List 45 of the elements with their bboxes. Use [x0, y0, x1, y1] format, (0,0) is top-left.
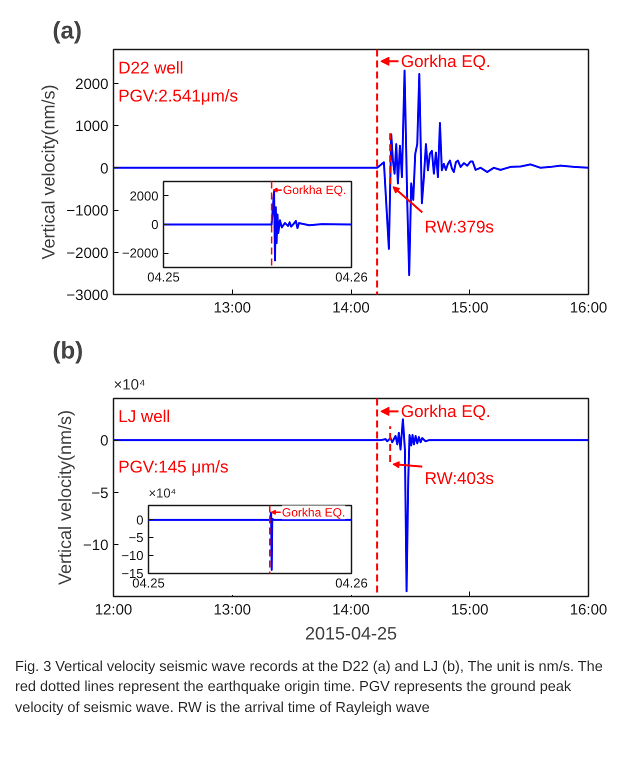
- x-tick-label: 15:00: [450, 602, 489, 618]
- y-axis-title: Vertical velocity(nm/s): [55, 410, 76, 586]
- ref-line-label: Gorkha EQ.: [282, 505, 346, 520]
- ref-line-label: Gorkha EQ.: [400, 52, 491, 71]
- y-tick-label: −3000: [66, 287, 109, 304]
- x-tick-label: 04.26: [335, 270, 368, 284]
- y-tick-label: 0: [136, 512, 144, 528]
- text: ×10⁴: [114, 376, 146, 394]
- x-tick-label: 12:00: [94, 602, 132, 618]
- x-tick-label: 16:00: [570, 602, 608, 618]
- y-tick-label: 1000: [75, 118, 109, 136]
- y-tick-label: −2000: [66, 244, 109, 262]
- y-axis-title: Vertical velocity(nm/s): [38, 84, 58, 260]
- x-tick-label: 16:00: [570, 300, 608, 316]
- x-tick-label: 13:00: [213, 602, 252, 618]
- x-tick-label: 14:00: [332, 300, 370, 316]
- x-axis-title: 2015-04-25: [304, 624, 398, 644]
- y-tick-label: −10: [121, 548, 144, 564]
- annotation: PGV:2.541μm/s: [118, 86, 238, 106]
- caption: Fig. 3 Vertical velocity seismic wave records at the D22 (a) and LJ (b), The unit is nm/s. The red dotted lines represent the earthquake origin time. PGV represents the ground peak velocity of seismic wave. RW is the arrival time of Rayleigh wave: [15, 658, 604, 718]
- x-tick-label: 04.25: [147, 270, 180, 284]
- y-tick-label: 0: [100, 160, 108, 178]
- y-tick-label: −5: [91, 484, 109, 502]
- annotation: LJ well: [118, 406, 170, 426]
- annotation: D22 well: [118, 58, 184, 78]
- y-tick-label: 0: [151, 217, 159, 232]
- y-tick-label: 2000: [75, 76, 109, 93]
- annotation: PGV:145 μm/s: [118, 458, 229, 477]
- chart-title: (a): [52, 18, 82, 44]
- x-tick-label: 04.26: [335, 576, 368, 590]
- x-tick-label: 14:00: [332, 602, 370, 618]
- annotation: RW:379s: [424, 218, 494, 237]
- ref-line-label: Gorkha EQ.: [400, 402, 491, 421]
- annotation: RW:403s: [424, 468, 494, 488]
- y-tick-label: 0: [100, 432, 108, 450]
- y-tick-label: −2000: [122, 246, 159, 261]
- y-tick-label: −1000: [66, 202, 109, 220]
- annotation: ×10⁴: [148, 486, 176, 500]
- y-tick-label: −10: [83, 536, 109, 554]
- y-tick-label: 2000: [130, 188, 158, 204]
- y-tick-label: −5: [128, 530, 144, 546]
- chart-title: (b): [52, 338, 84, 364]
- x-tick-label: 15:00: [450, 300, 489, 316]
- ref-line-label: Gorkha EQ.: [282, 183, 346, 198]
- x-tick-label: 13:00: [213, 300, 252, 316]
